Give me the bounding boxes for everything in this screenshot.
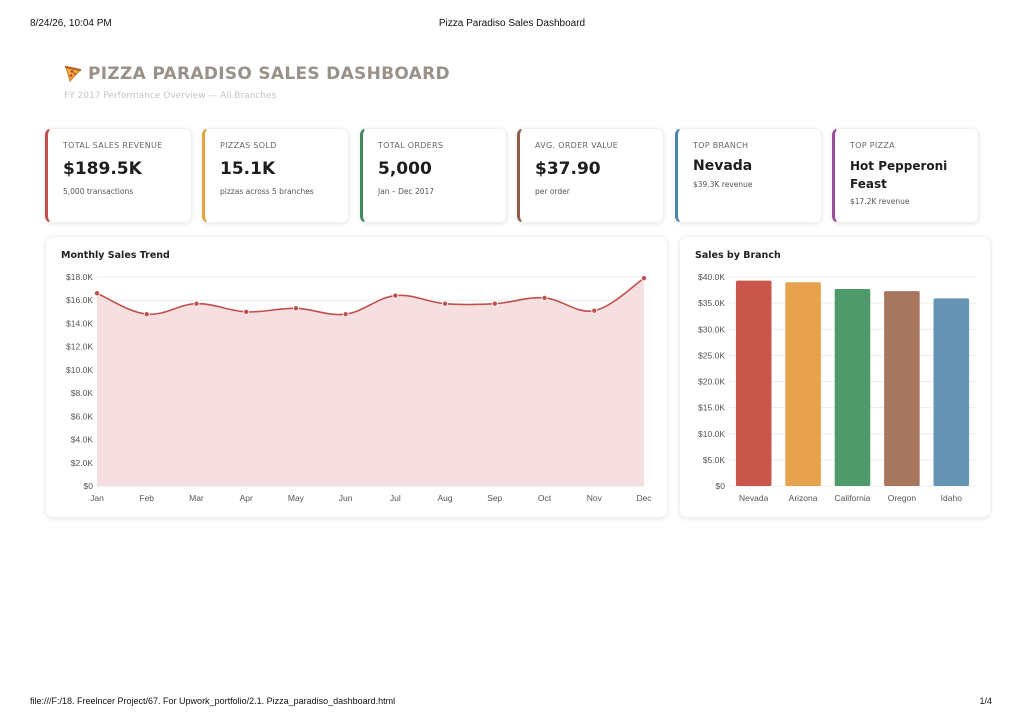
bar xyxy=(834,289,871,486)
kpi-label: PIZZAS SOLD xyxy=(220,141,277,150)
y-tick-label: $20.0K xyxy=(698,377,725,387)
x-tick-label: Apr xyxy=(240,493,253,503)
y-tick-label: $0 xyxy=(716,481,726,491)
x-tick-label: Dec xyxy=(636,493,652,503)
kpi-subtext: per order xyxy=(535,187,570,196)
kpi-value: 15.1K xyxy=(220,159,276,179)
x-tick-label: Nov xyxy=(587,493,603,503)
y-tick-label: $8.0K xyxy=(71,388,94,398)
monthly-sales-trend-card: Monthly Sales Trend $0 $2.0K $4.0K $6.0K $8.… xyxy=(45,236,668,518)
y-tick-label: $18.0K xyxy=(66,272,93,282)
x-tick-label: Jul xyxy=(390,493,401,503)
dashboard-header: PIZZA PARADISO SALES DASHBOARD xyxy=(64,64,450,84)
monthly-sales-line-chart: $0 $2.0K $4.0K $6.0K $8.0K $10.0K $12.0K $14.0K… xyxy=(66,272,652,503)
y-tick-label: $12.0K xyxy=(66,342,93,352)
y-tick-label: $5.0K xyxy=(703,455,726,465)
kpi-subtext: $17.2K revenue xyxy=(850,197,910,206)
kpi-subtext: pizzas across 5 branches xyxy=(220,187,314,196)
data-point xyxy=(591,307,598,314)
y-tick-label: $2.0K xyxy=(71,458,94,468)
kpi-label: TOP BRANCH xyxy=(693,141,749,150)
x-tick-label: Aug xyxy=(438,493,453,503)
sales-by-branch-card: Sales by Branch $0 $5.0K $10.0K $15.0K $20.0… xyxy=(679,236,991,518)
data-point xyxy=(143,311,150,318)
kpi-value: Hot Pepperoni Feast xyxy=(850,159,948,191)
data-point xyxy=(541,294,548,301)
data-point xyxy=(641,275,648,282)
print-file-path: file:///F:/18. Freelncer Project/67. For… xyxy=(30,696,396,706)
y-tick-label: $6.0K xyxy=(71,411,94,421)
area-fill xyxy=(97,278,644,486)
kpi-value: $189.5K xyxy=(63,159,142,179)
x-tick-label: Oregon xyxy=(888,493,917,503)
x-tick-label: Jun xyxy=(339,493,353,503)
y-tick-label: $4.0K xyxy=(71,435,94,445)
kpi-label: TOTAL SALES REVENUE xyxy=(63,141,163,150)
x-tick-label: Mar xyxy=(189,493,204,503)
kpi-label: TOTAL ORDERS xyxy=(378,141,444,150)
y-tick-label: $40.0K xyxy=(698,272,725,282)
kpi-value: Nevada xyxy=(693,158,753,174)
kpi-value: 5,000 xyxy=(378,159,432,179)
print-document-title: Pizza Paradiso Sales Dashboard xyxy=(438,18,586,29)
kpi-card-pizzas-sold: PIZZAS SOLD 15.1K pizzas across 5 branch… xyxy=(202,128,349,223)
sales-by-branch-bar-chart: $0 $5.0K $10.0K $15.0K $20.0K $25.0K $30.0K $35… xyxy=(698,272,976,503)
x-tick-label: Nevada xyxy=(739,493,769,503)
data-point xyxy=(292,305,299,312)
y-tick-label: $35.0K xyxy=(698,298,725,308)
y-tick-label: $15.0K xyxy=(698,403,725,413)
y-tick-label: $25.0K xyxy=(698,350,725,360)
x-tick-label: Idaho xyxy=(941,493,963,503)
data-point xyxy=(442,300,449,307)
bar xyxy=(884,291,920,486)
data-point xyxy=(94,290,101,297)
x-tick-label: May xyxy=(288,493,305,503)
kpi-card-avg-order-value: AVG. ORDER VALUE $37.90 per order xyxy=(517,128,664,223)
pizza-icon xyxy=(64,65,82,83)
kpi-label: TOP PIZZA xyxy=(850,141,895,150)
y-tick-label: $10.0K xyxy=(66,365,93,375)
y-tick-label: $10.0K xyxy=(698,429,725,439)
data-point xyxy=(392,292,399,299)
kpi-card-top-branch: TOP BRANCH Nevada $39.3K revenue xyxy=(675,128,822,223)
bar xyxy=(735,280,772,486)
chart-title: Monthly Sales Trend xyxy=(61,250,170,261)
data-point xyxy=(342,311,349,318)
bar xyxy=(933,298,970,486)
x-tick-label: Arizona xyxy=(789,493,818,503)
series-line xyxy=(96,277,645,316)
kpi-subtext: 5,000 transactions xyxy=(63,187,134,196)
y-tick-label: $0 xyxy=(84,481,94,491)
x-tick-label: Oct xyxy=(538,493,552,503)
data-point xyxy=(193,300,200,307)
data-point xyxy=(243,308,250,315)
kpi-subtext: Jan – Dec 2017 xyxy=(378,187,435,196)
kpi-card-top-pizza: TOP PIZZA Hot Pepperoni Feast $17.2K rev… xyxy=(832,128,979,223)
kpi-value: $37.90 xyxy=(535,159,601,179)
bar xyxy=(785,282,821,486)
page-title: PIZZA PARADISO SALES DASHBOARD xyxy=(88,64,450,84)
kpi-label: AVG. ORDER VALUE xyxy=(535,141,619,150)
chart-title: Sales by Branch xyxy=(695,250,781,261)
kpi-card-total-orders: TOTAL ORDERS 5,000 Jan – Dec 2017 xyxy=(360,128,507,223)
x-tick-label: Sep xyxy=(487,493,502,503)
x-tick-label: California xyxy=(835,493,871,503)
x-tick-label: Feb xyxy=(139,493,154,503)
x-tick-label: Jan xyxy=(90,493,104,503)
print-page-number: 1/4 xyxy=(979,696,992,706)
y-tick-label: $16.0K xyxy=(66,295,93,305)
y-tick-label: $30.0K xyxy=(698,324,725,334)
data-point xyxy=(491,300,498,307)
y-tick-label: $14.0K xyxy=(66,318,93,328)
kpi-subtext: $39.3K revenue xyxy=(693,180,753,189)
print-datetime: 8/24/26, 10:04 PM xyxy=(30,18,112,29)
page-subtitle: FY 2017 Performance Overview — All Branc… xyxy=(64,91,277,101)
kpi-card-total-sales-revenue: TOTAL SALES REVENUE $189.5K 5,000 transa… xyxy=(45,128,192,223)
